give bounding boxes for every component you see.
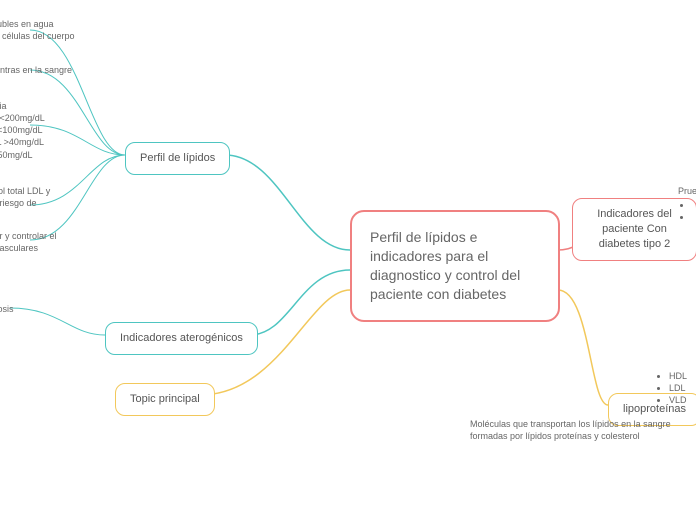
central-node[interactable]: Perfil de lípidos e indicadores para el … bbox=[350, 210, 560, 322]
leaf-lipoproteinas-desc: Moléculas que transportan los lípidos en… bbox=[470, 418, 680, 442]
leaf-text: uentras en la sangre bbox=[0, 64, 72, 76]
leaf-text: srosis bbox=[0, 303, 14, 315]
leaf-text: erol total LDL y el riesgo de s bbox=[0, 185, 50, 221]
leaf-text: Prue bbox=[678, 185, 696, 223]
leaf-lipoproteinas-bullets: HDL LDL VLD bbox=[655, 370, 687, 406]
branch-indicadores-aterogenicos[interactable]: Indicadores aterogénicos bbox=[105, 322, 258, 355]
central-title: Perfil de lípidos e indicadores para el … bbox=[370, 229, 520, 302]
branch-label: Indicadores aterogénicos bbox=[120, 332, 243, 344]
branch-perfil-lipidos[interactable]: Perfil de lípidos bbox=[125, 142, 230, 175]
branch-label: Topic principal bbox=[130, 393, 200, 405]
leaf-text: ncia al <200mg/dL L <100mg/dL DL >40mg/d… bbox=[0, 100, 45, 161]
branch-topic-principal[interactable]: Topic principal bbox=[115, 383, 215, 416]
leaf-text: car y controlar el ovasculares bbox=[0, 230, 57, 254]
branch-label: Indicadores del paciente Con diabetes ti… bbox=[597, 208, 672, 250]
branch-label: Perfil de lípidos bbox=[140, 152, 215, 164]
leaf-text: olubles en agua as células del cuerpo bbox=[0, 18, 75, 42]
